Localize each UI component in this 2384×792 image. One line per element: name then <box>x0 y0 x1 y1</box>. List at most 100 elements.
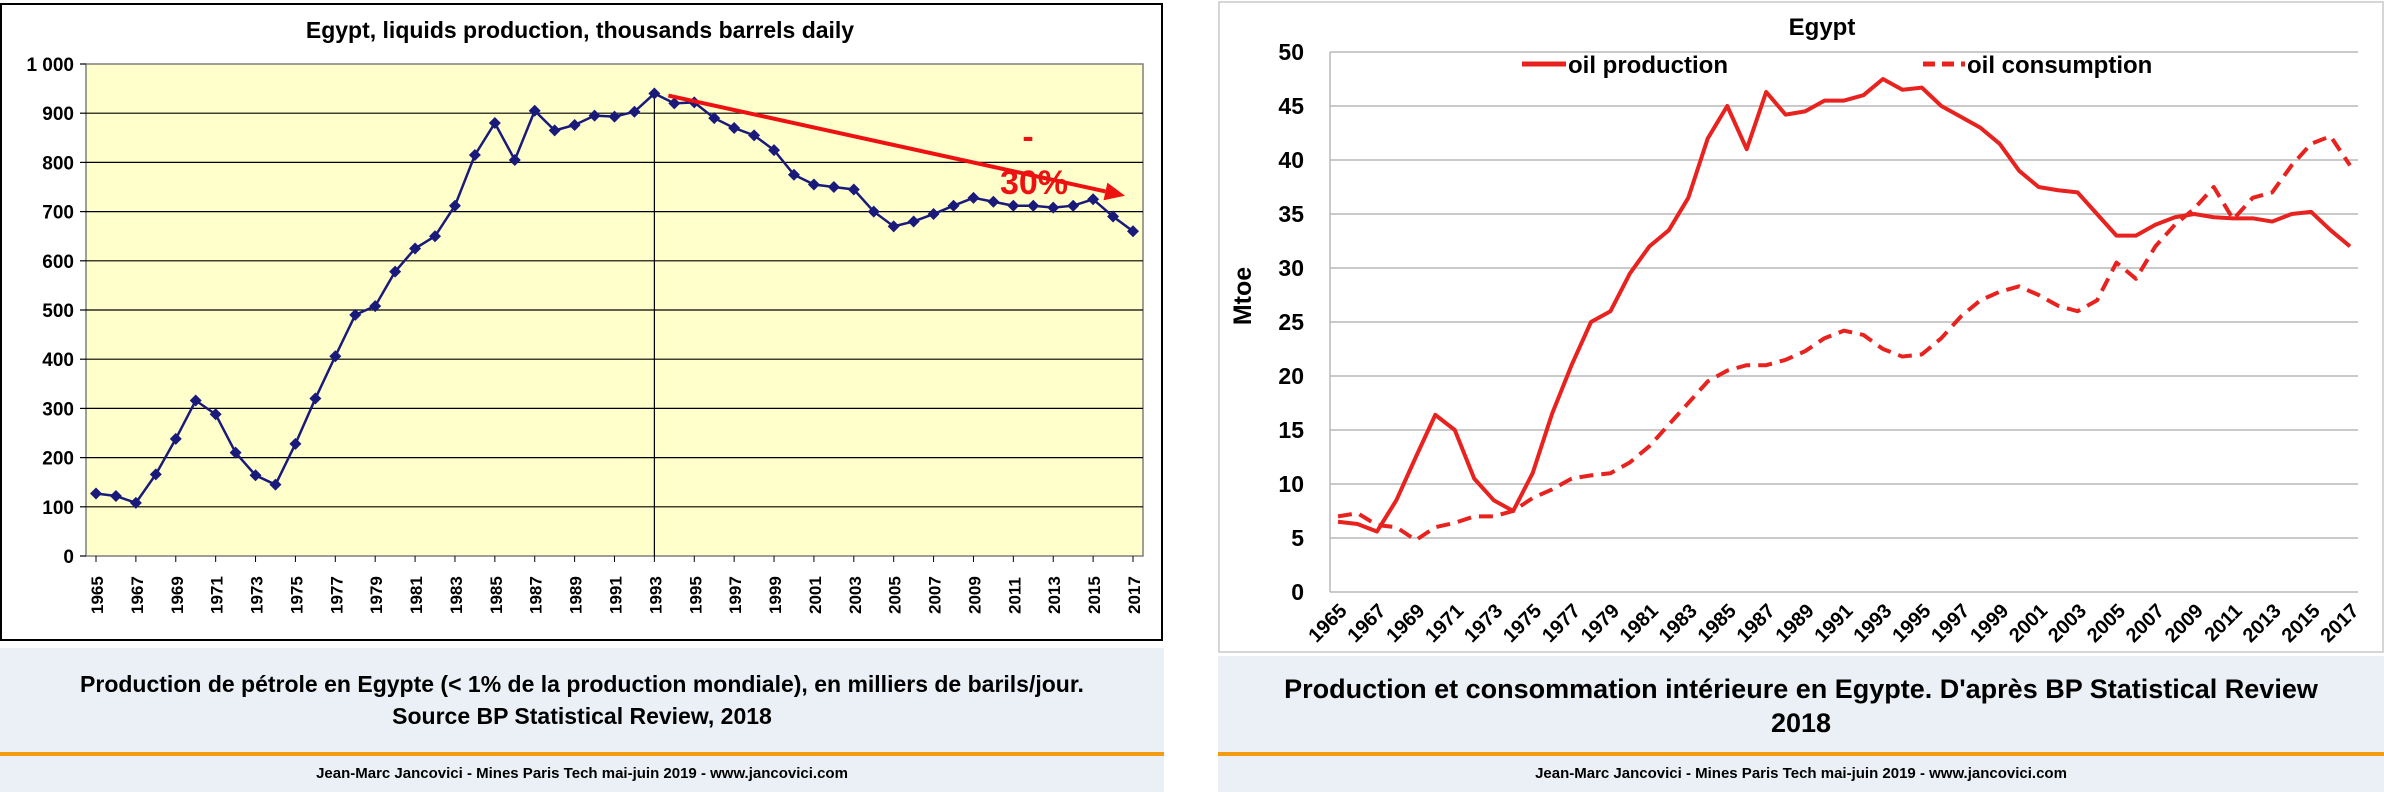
chart-title: Egypt, liquids production, thousands bar… <box>306 17 854 43</box>
data-point <box>409 242 422 255</box>
data-point <box>668 97 681 110</box>
legend-label-oil-consumption: oil consumption <box>1967 52 2152 79</box>
data-point <box>528 104 541 117</box>
data-point <box>149 468 162 481</box>
x-tick-label: 1969 <box>168 576 187 614</box>
data-point <box>568 119 581 132</box>
data-point <box>448 199 461 212</box>
x-tick-label: 2001 <box>806 576 825 614</box>
x-tick-label: 1985 <box>487 576 506 614</box>
data-point <box>847 183 860 196</box>
trend-arrowhead <box>1103 182 1125 201</box>
y-tick-label: 5 <box>1291 525 1304 551</box>
x-tick-label: 1977 <box>327 576 346 614</box>
data-point <box>907 215 920 228</box>
y-tick-label: 100 <box>42 498 74 519</box>
data-point <box>628 105 641 118</box>
data-point <box>927 208 940 221</box>
y-tick-label: 20 <box>1278 363 1304 389</box>
y-tick-label: 300 <box>42 399 74 420</box>
data-point <box>269 478 282 491</box>
data-point <box>369 300 382 313</box>
x-tick-label: 1999 <box>766 576 785 614</box>
data-point <box>249 469 262 482</box>
x-tick-label: 2009 <box>965 576 984 614</box>
y-tick-label: 900 <box>42 104 74 125</box>
data-point <box>728 121 741 134</box>
data-point <box>508 153 521 166</box>
y-tick-label: 0 <box>63 547 74 568</box>
data-point <box>289 437 302 450</box>
legend: oil production oil consumption <box>1522 52 2152 79</box>
y-tick-label: 50 <box>1278 39 1304 65</box>
caption: Production et consommation intérieure en… <box>1218 656 2384 756</box>
data-point <box>1067 199 1080 212</box>
data-point <box>827 181 840 193</box>
x-tick-label: 2017 <box>1125 576 1144 614</box>
series-line-oil-consumption <box>1337 134 2352 543</box>
legend-label-oil-production: oil production <box>1568 52 1728 79</box>
production-chart: Egypt, liquids production, thousands bar… <box>0 3 1163 641</box>
annotation-percent: 30% <box>1000 164 1068 202</box>
x-tick-label: 1979 <box>367 576 386 614</box>
chart-frame <box>1218 1 2384 653</box>
data-point <box>389 265 402 278</box>
data-point <box>588 109 601 122</box>
data-point <box>90 487 102 500</box>
footer-credit: Jean-Marc Jancovici - Mines Paris Tech m… <box>1218 756 2384 792</box>
y-tick-label: 25 <box>1278 309 1304 335</box>
data-point <box>209 408 222 421</box>
series-line-oil-production <box>1337 77 2352 534</box>
y-tick-label: 40 <box>1278 147 1304 173</box>
data-point <box>748 129 761 142</box>
data-point <box>349 308 362 321</box>
data-point <box>887 220 900 233</box>
data-point <box>229 446 242 459</box>
data-point <box>548 124 561 137</box>
x-tick-label: 2003 <box>846 576 865 614</box>
footer-divider <box>1218 752 2384 756</box>
y-tick-label: 0 <box>1291 579 1304 605</box>
x-tick-label: 2013 <box>1045 576 1064 614</box>
data-point <box>1127 225 1139 238</box>
data-point <box>189 394 202 407</box>
trend-arrow <box>667 93 1106 194</box>
y-tick-label: 1 000 <box>26 55 74 76</box>
x-tick-label: 1965 <box>88 576 107 614</box>
y-tick-label: 700 <box>42 203 74 224</box>
x-tick-label: 2005 <box>886 576 905 614</box>
data-point <box>109 489 122 502</box>
data-point <box>708 112 721 125</box>
data-point <box>1047 201 1060 214</box>
x-tick-label: 1983 <box>447 576 466 614</box>
y-tick-label: 400 <box>42 350 74 371</box>
data-point <box>429 230 442 243</box>
x-tick-label: 1973 <box>248 576 267 614</box>
data-point <box>867 205 880 218</box>
data-point <box>129 496 142 509</box>
y-tick-label: 800 <box>42 153 74 174</box>
data-point <box>488 117 501 130</box>
data-point <box>768 144 781 157</box>
data-point <box>1007 199 1020 212</box>
data-point <box>987 195 1000 208</box>
x-tick-label: 1967 <box>128 576 147 614</box>
x-tick-label: 1995 <box>686 576 705 614</box>
x-tick-label: 2011 <box>1005 577 1024 614</box>
data-point <box>807 178 820 191</box>
footer-divider <box>0 752 1164 756</box>
annotation-dash: - <box>1022 118 1033 156</box>
data-point <box>787 168 800 181</box>
x-tick-label: 1997 <box>726 576 745 614</box>
y-tick-label: 45 <box>1278 93 1304 119</box>
chart-title: Egypt <box>1789 14 1856 41</box>
y-tick-label: 15 <box>1278 417 1304 443</box>
data-point <box>1027 199 1040 212</box>
y-tick-label: 30 <box>1278 255 1304 281</box>
x-tick-label: 1975 <box>287 576 306 614</box>
right-panel: Egypt 0 5 10 15 20 25 30 35 40 45 50 1965 1967 1969 1… <box>1218 0 2384 792</box>
footer-credit: Jean-Marc Jancovici - Mines Paris Tech m… <box>0 756 1164 792</box>
x-tick-label: 2015 <box>1085 576 1104 614</box>
data-point <box>608 110 621 123</box>
